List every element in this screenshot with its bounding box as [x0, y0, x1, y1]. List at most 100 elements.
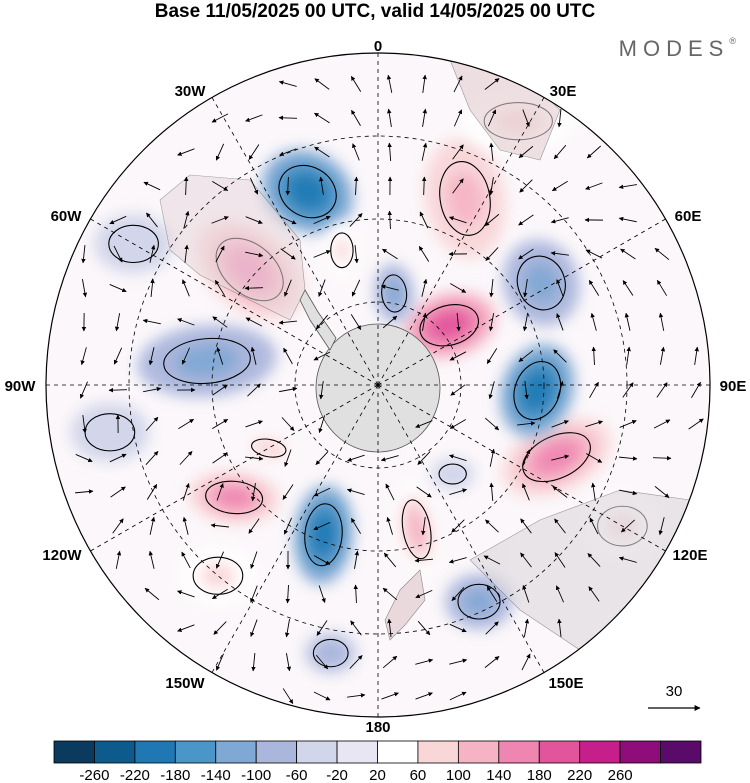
lon-label-150w: 150W — [165, 675, 205, 692]
wind-vector — [654, 486, 670, 498]
wind-vector — [449, 658, 468, 665]
wind-vector — [556, 380, 564, 399]
wind-vector — [215, 653, 224, 671]
brand-logo: MODES® — [619, 36, 736, 62]
wind-vector — [588, 279, 600, 296]
wind-vector — [421, 278, 428, 297]
wind-vector — [150, 278, 155, 297]
wind-vector — [589, 381, 599, 399]
anomaly-blob — [261, 149, 354, 234]
wind-vector — [313, 351, 331, 361]
anomaly-contour — [192, 556, 244, 595]
brand-text: MODES — [618, 36, 730, 61]
wind-vector — [318, 279, 326, 297]
wind-vector — [618, 184, 637, 190]
wind-vector — [448, 557, 467, 564]
wind-vector — [215, 143, 225, 161]
wind-vector — [313, 250, 331, 258]
wind-vector — [215, 245, 225, 263]
wind-vector — [585, 182, 603, 190]
colorbar-swatch — [417, 740, 459, 764]
colorbar-tick-label: -220 — [120, 767, 150, 783]
wind-vector — [313, 215, 331, 225]
wind-vector — [654, 247, 670, 261]
wind-vector — [489, 142, 494, 161]
anomaly-contour — [457, 583, 501, 620]
wind-vector — [421, 142, 428, 161]
wind-vector — [212, 316, 228, 328]
wind-vector — [178, 418, 195, 430]
wind-vector — [520, 552, 532, 568]
wind-vector — [282, 688, 294, 704]
wind-vector — [278, 80, 297, 87]
wind-vector — [550, 251, 569, 256]
wind-vector — [382, 587, 398, 601]
wind-vector — [387, 108, 392, 127]
anomaly-contour — [163, 337, 251, 385]
colorbar-swatch — [134, 740, 176, 764]
wind-vector — [214, 279, 226, 296]
wind-vector — [553, 144, 567, 160]
wind-vector — [182, 516, 189, 535]
wind-vector — [585, 453, 603, 463]
wind-vector — [449, 351, 467, 361]
wind-vector — [108, 387, 128, 393]
wind-vector — [522, 585, 530, 603]
wind-vector — [621, 519, 635, 533]
wind-vector — [177, 318, 195, 326]
wind-vector — [419, 211, 429, 229]
anomaly-contour — [419, 304, 479, 347]
wind-vector — [449, 488, 468, 496]
lon-label-90w: 90W — [5, 378, 37, 395]
anomaly-blob — [502, 417, 612, 497]
anomaly-blob — [177, 545, 258, 606]
lon-label-120w: 120W — [42, 547, 82, 564]
wind-vector — [211, 216, 229, 224]
wind-vector — [449, 623, 467, 633]
wind-vector — [380, 455, 399, 462]
wind-vector — [285, 653, 292, 672]
wind-vector — [451, 519, 465, 533]
anomaly-blob — [188, 471, 280, 524]
anomaly-blob — [430, 458, 475, 491]
wind-vector — [284, 279, 292, 297]
wind-vector — [351, 109, 361, 127]
colorbar-tick-label: 180 — [527, 767, 552, 783]
anomaly-blob — [502, 239, 581, 327]
wind-vector — [415, 692, 433, 700]
wind-vector — [145, 450, 159, 465]
wind-vector — [351, 279, 361, 297]
wind-vector — [488, 313, 495, 332]
wind-vector — [284, 619, 290, 638]
wind-vector — [485, 519, 499, 533]
wind-vector — [382, 248, 398, 260]
anomaly-contour — [401, 499, 432, 560]
wind-vector — [449, 216, 467, 224]
wind-vector — [109, 284, 127, 293]
wind-vector — [386, 516, 393, 535]
wind-vector — [280, 248, 296, 260]
wind-vector — [449, 691, 467, 701]
wind-vector — [82, 415, 87, 434]
wind-vector — [551, 180, 568, 192]
wind-vector — [245, 456, 264, 461]
wind-vector — [211, 113, 229, 123]
wind-vector — [354, 245, 359, 264]
colorbar-swatch — [174, 740, 217, 764]
lon-label-120e: 120E — [672, 547, 707, 564]
wind-vector — [421, 176, 427, 196]
wind-vector — [382, 655, 398, 669]
wind-vector — [619, 489, 638, 496]
anomaly-contour — [513, 361, 562, 421]
wind-vector — [146, 483, 158, 500]
wind-vector — [145, 416, 159, 432]
wind-vector — [552, 486, 568, 498]
wind-vector — [554, 552, 566, 568]
map-border — [45, 52, 711, 718]
wind-vector — [484, 213, 500, 227]
wind-vector — [110, 486, 126, 498]
wind-vector — [453, 75, 463, 93]
wind-vector — [350, 75, 362, 92]
wind-vector — [183, 176, 189, 196]
wind-vector — [181, 347, 191, 365]
